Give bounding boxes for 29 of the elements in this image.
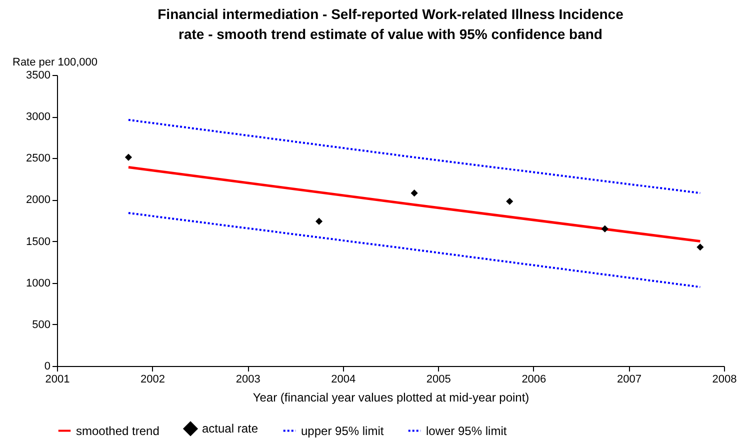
y-axis-title: Rate per 100,000 (12, 56, 98, 68)
legend-label: actual rate (202, 422, 258, 436)
x-tick-label: 2001 (45, 374, 70, 386)
y-tick-label: 1000 (26, 277, 50, 290)
point (316, 218, 323, 225)
point (124, 154, 132, 161)
y-tick-label: 2000 (26, 194, 50, 206)
y-tick-label: 3500 (26, 70, 50, 82)
chart-title: Financial intermediation - Self-reported Work-related Illness Incidence rate - smooth trend estimate of value with 95% confidence band (158, 6, 624, 42)
point (601, 225, 608, 232)
y-tick-label: 1500 (26, 236, 50, 248)
y-tick-label: 2500 (26, 152, 50, 165)
legend-label: upper 95% limit (301, 424, 384, 438)
x-tick-label: 2005 (426, 374, 451, 386)
y-tick-label: 3000 (26, 111, 50, 124)
x-tick-label: 2007 (616, 374, 642, 386)
legend-label: smoothed trend (76, 424, 160, 438)
x-tick-label: 2002 (140, 374, 166, 386)
x-tick-label: 2003 (236, 374, 260, 386)
y-tick-label: 500 (32, 318, 50, 331)
legend-label: lower 95% limit (426, 424, 508, 438)
y-tick-label: 0 (44, 360, 50, 372)
x-tick-label: 2008 (712, 374, 737, 386)
point (410, 190, 418, 197)
x-tick-label: 2006 (522, 374, 546, 386)
x-tick-label: 2004 (331, 374, 356, 386)
point (696, 244, 704, 251)
x-axis-title: Year (financial year values plotted at mid-year point) (252, 390, 530, 404)
point (506, 198, 514, 205)
